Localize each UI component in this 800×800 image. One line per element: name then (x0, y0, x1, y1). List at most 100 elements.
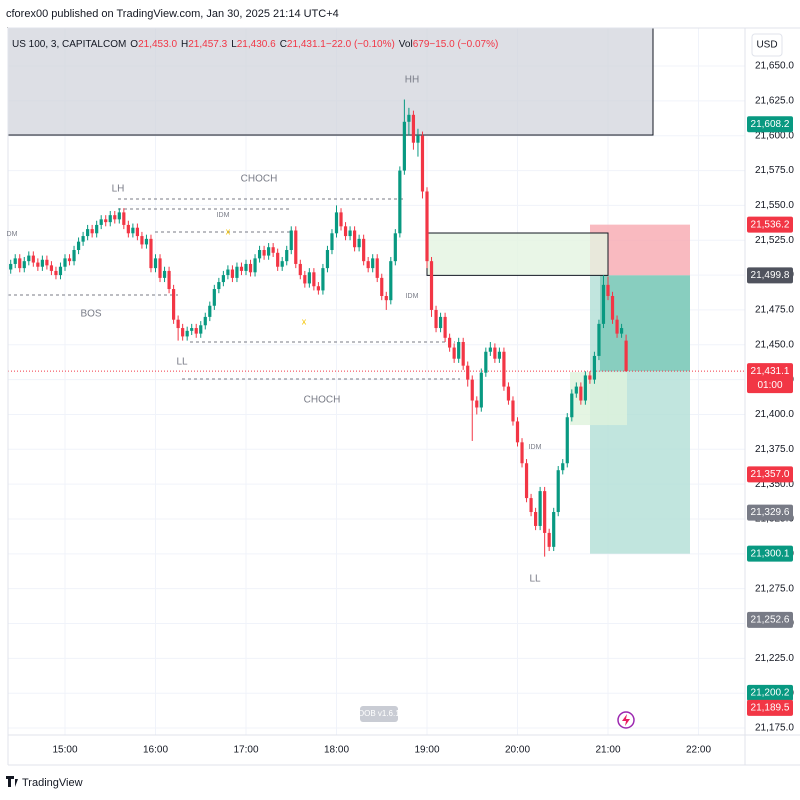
candle-body (398, 170, 402, 234)
candle-body (384, 295, 388, 301)
candle-body (380, 277, 384, 296)
legend-key: L (231, 39, 237, 50)
candle-body (208, 305, 212, 317)
candle-body (443, 316, 447, 338)
candle-body (371, 258, 375, 269)
candle-body (226, 269, 230, 276)
y-tick-label: 21,275.0 (755, 583, 794, 594)
y-tick-label: 21,225.0 (755, 653, 794, 664)
candle-body (230, 269, 235, 278)
y-tick-label: 21,625.0 (755, 96, 794, 107)
plot-layer (7, 27, 745, 735)
candle-body (570, 393, 574, 418)
annotation: CHOCH (241, 174, 278, 185)
candle-body (280, 261, 284, 267)
candle-body (393, 233, 397, 262)
candle-body (552, 512, 556, 547)
price-badge (747, 216, 793, 233)
logo: TradingView (6, 776, 83, 789)
candle-body (257, 250, 262, 259)
candle-body (95, 224, 99, 234)
y-tick-label: 21,525.0 (755, 235, 794, 246)
legend-value: −15.0 (−0.07%) (429, 39, 498, 50)
candle-body (244, 263, 248, 271)
candle-body (425, 191, 429, 262)
candle-body (466, 365, 470, 380)
annotation: LH (112, 184, 125, 195)
x-tick-label: 18:00 (324, 745, 349, 756)
candle-body (194, 328, 198, 334)
candle-body (375, 258, 379, 278)
candle-body (339, 212, 343, 227)
currency-button[interactable] (751, 33, 783, 57)
price-badge (747, 545, 793, 562)
candle-body (185, 330, 189, 337)
candle-body (113, 215, 117, 220)
candle-body (99, 219, 103, 225)
candle-body (153, 258, 158, 269)
candle-body (239, 266, 244, 271)
x-tick-label: 15:00 (52, 745, 77, 756)
y-tick-label: 21,600.0 (755, 130, 794, 141)
candle-body (140, 236, 144, 245)
x-tick-label: 20:00 (505, 745, 530, 756)
candle-body (362, 238, 366, 262)
candle-body (353, 230, 357, 248)
candle-body (235, 266, 239, 278)
candle-body (561, 463, 565, 471)
candle-body (457, 341, 461, 359)
y-tick-label: 21,375.0 (755, 444, 794, 455)
price-badge (747, 116, 793, 133)
y-tick-label: 21,575.0 (755, 165, 794, 176)
currency[interactable]: USD (756, 40, 777, 51)
x-tick-label: 21:00 (595, 745, 620, 756)
candle-body (484, 351, 488, 373)
candle-body (615, 319, 619, 334)
zone (570, 372, 627, 426)
candle-body (402, 121, 406, 171)
candle-body (27, 255, 31, 262)
candle-body (104, 219, 108, 223)
candle-body (429, 261, 434, 310)
candle-body (271, 247, 275, 253)
candle-body (547, 532, 551, 547)
candle-body (416, 135, 420, 143)
annotation: BOS (80, 309, 101, 320)
candle-body (303, 275, 307, 284)
candle-body (316, 286, 320, 291)
annotation: x (302, 316, 307, 326)
candle-body (461, 341, 465, 366)
candle-body (267, 247, 271, 256)
zone (7, 27, 654, 136)
candle-body (158, 258, 162, 278)
indicator-badge: DOB v1.6.1 (358, 709, 400, 718)
candle-body (515, 421, 520, 443)
alert-bolt (622, 714, 630, 726)
indicator-badge-bg (360, 706, 398, 722)
candle-body (411, 114, 416, 143)
candle-body (597, 323, 601, 356)
candle-body (181, 328, 185, 337)
candle-body (452, 347, 456, 359)
candle-body (67, 258, 72, 262)
logo-mark (6, 776, 18, 787)
candle-body (348, 230, 352, 237)
y-tick-label: 21,475.0 (755, 305, 794, 316)
candle-body (122, 212, 126, 225)
annotation: HH (405, 75, 419, 86)
price-badge-label: 21,608.2 (751, 119, 790, 130)
legend-key: H (181, 39, 188, 50)
x-tick-label: 22:00 (686, 745, 711, 756)
candle-body (203, 316, 207, 326)
price-badge-label: 21,189.5 (751, 702, 790, 713)
candle-body (248, 263, 253, 273)
annotation: IDM (406, 293, 419, 300)
annotation: x (226, 226, 231, 236)
candle-body (312, 272, 316, 287)
candle-body (253, 258, 257, 273)
alert-icon[interactable] (617, 711, 635, 729)
annotation: IDM (217, 212, 230, 219)
candle-body (407, 114, 411, 122)
candle-body (574, 386, 578, 394)
candle-body (502, 351, 506, 387)
